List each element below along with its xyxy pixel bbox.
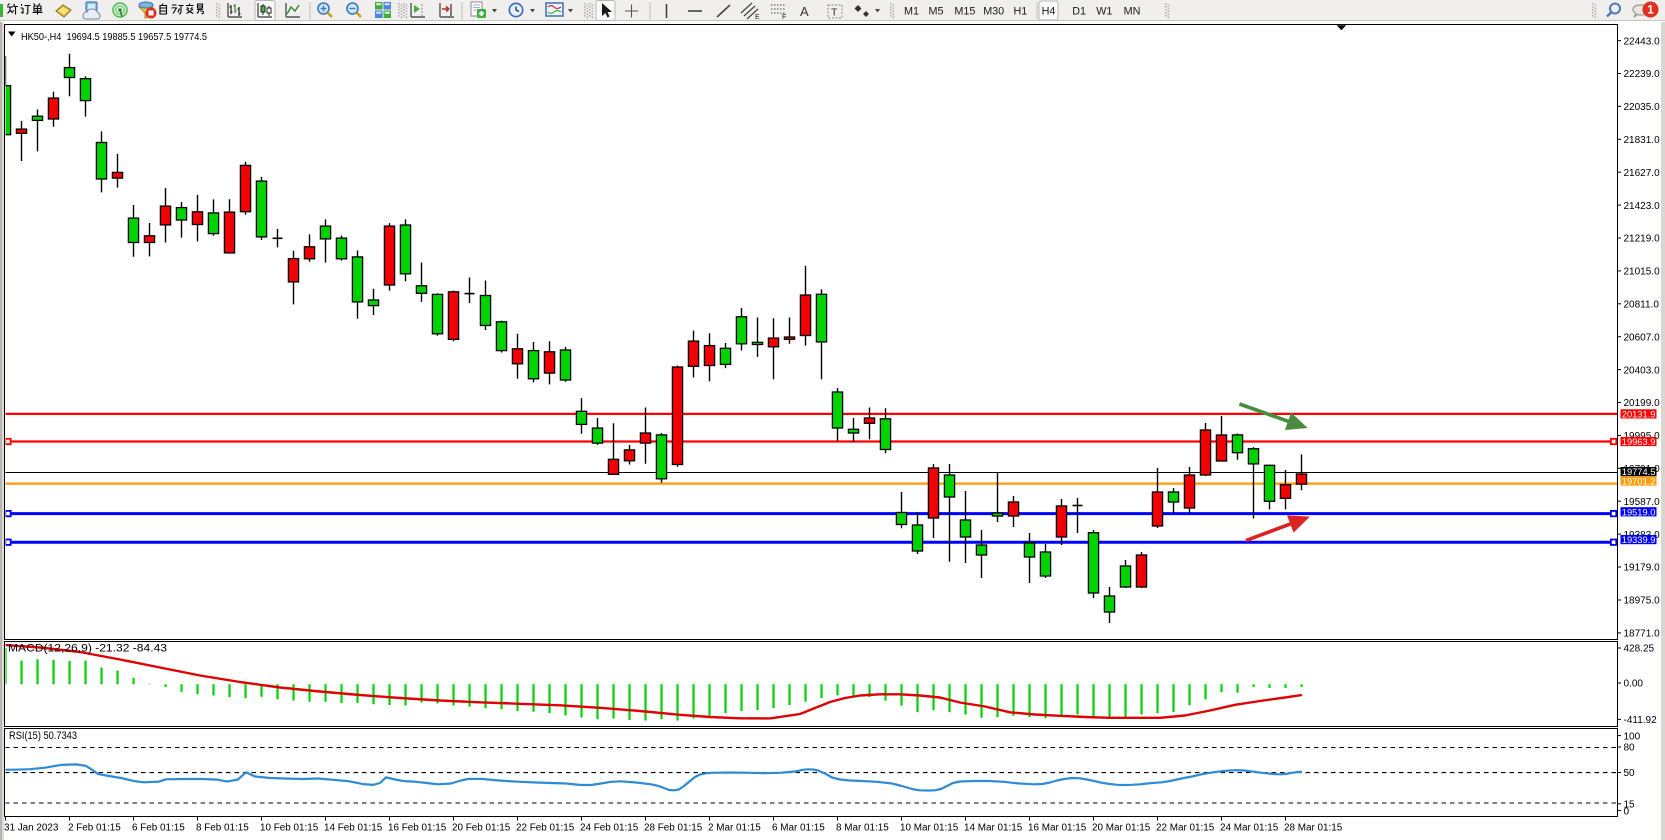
- svg-text:24 Feb 01:15: 24 Feb 01:15: [580, 823, 639, 834]
- svg-text:20811.0: 20811.0: [1624, 300, 1660, 311]
- svg-text:HK50-,H4 19694.5 19885.5 1965: HK50-,H4 19694.5 19885.5 19657.5 19774.5: [21, 32, 207, 43]
- svg-text:T: T: [831, 7, 838, 19]
- svg-text:50: 50: [1624, 768, 1636, 779]
- svg-text:-411.92: -411.92: [1624, 715, 1658, 726]
- svg-text:8 Mar 01:15: 8 Mar 01:15: [836, 823, 889, 834]
- svg-text:E: E: [755, 14, 760, 21]
- svg-text:16 Mar 01:15: 16 Mar 01:15: [1028, 823, 1087, 834]
- svg-text:19995.0: 19995.0: [1624, 431, 1661, 442]
- svg-text:2 Feb 01:15: 2 Feb 01:15: [68, 823, 121, 834]
- svg-text:22 Mar 01:15: 22 Mar 01:15: [1156, 823, 1215, 834]
- svg-text:M15: M15: [954, 6, 975, 18]
- svg-text:20 Mar 01:15: 20 Mar 01:15: [1092, 823, 1151, 834]
- svg-text:20199.0: 20199.0: [1624, 398, 1661, 409]
- svg-text:2 Mar 01:15: 2 Mar 01:15: [708, 823, 761, 834]
- svg-text:19339.9: 19339.9: [1622, 535, 1656, 545]
- svg-text:21831.0: 21831.0: [1624, 135, 1661, 146]
- svg-text:20607.0: 20607.0: [1624, 332, 1661, 343]
- svg-text:MACD(12,26,9) -21.32 -84.43: MACD(12,26,9) -21.32 -84.43: [8, 643, 167, 655]
- svg-text:19701.2: 19701.2: [1622, 477, 1656, 487]
- svg-text:19963.9: 19963.9: [1622, 437, 1656, 447]
- svg-text:20403.0: 20403.0: [1624, 365, 1661, 376]
- svg-text:H1: H1: [1013, 6, 1027, 18]
- svg-text:24 Mar 01:15: 24 Mar 01:15: [1220, 823, 1279, 834]
- svg-text:19179.0: 19179.0: [1624, 563, 1661, 574]
- svg-text:22 Feb 01:15: 22 Feb 01:15: [516, 823, 575, 834]
- svg-text:D1: D1: [1072, 6, 1086, 18]
- svg-text:18771.0: 18771.0: [1624, 629, 1661, 640]
- svg-text:MN: MN: [1124, 6, 1141, 18]
- svg-text:19519.0: 19519.0: [1622, 507, 1656, 517]
- svg-text:0: 0: [1624, 806, 1630, 817]
- svg-text:80: 80: [1624, 743, 1636, 754]
- svg-text:16 Feb 01:15: 16 Feb 01:15: [388, 823, 447, 834]
- svg-text:14 Mar 01:15: 14 Mar 01:15: [964, 823, 1023, 834]
- svg-text:19774.5: 19774.5: [1622, 467, 1656, 477]
- svg-text:18975.0: 18975.0: [1624, 596, 1661, 607]
- svg-text:21015.0: 21015.0: [1624, 267, 1661, 278]
- svg-text:6 Mar 01:15: 6 Mar 01:15: [772, 823, 825, 834]
- svg-text:20 Feb 01:15: 20 Feb 01:15: [452, 823, 511, 834]
- svg-text:M30: M30: [983, 6, 1004, 18]
- svg-text:28 Feb 01:15: 28 Feb 01:15: [644, 823, 703, 834]
- svg-text:21219.0: 21219.0: [1624, 234, 1661, 245]
- svg-text:22035.0: 22035.0: [1624, 102, 1661, 113]
- svg-text:21423.0: 21423.0: [1624, 201, 1661, 212]
- svg-text:428.25: 428.25: [1624, 644, 1655, 655]
- svg-text:0.00: 0.00: [1624, 679, 1644, 690]
- svg-text:RSI(15) 50.7343: RSI(15) 50.7343: [9, 730, 77, 742]
- svg-text:28 Mar 01:15: 28 Mar 01:15: [1284, 823, 1343, 834]
- svg-text:31 Jan 2023: 31 Jan 2023: [4, 823, 59, 834]
- svg-text:W1: W1: [1096, 6, 1112, 18]
- svg-text:15: 15: [1624, 800, 1636, 811]
- svg-text:22443.0: 22443.0: [1624, 36, 1661, 47]
- svg-text:M1: M1: [904, 6, 919, 18]
- svg-text:1: 1: [1647, 5, 1654, 17]
- svg-text:100: 100: [1624, 731, 1641, 742]
- svg-text:6 Feb 01:15: 6 Feb 01:15: [132, 823, 185, 834]
- svg-text:20131.9: 20131.9: [1622, 409, 1656, 419]
- svg-text:H4: H4: [1042, 6, 1056, 18]
- svg-text:19587.0: 19587.0: [1624, 497, 1661, 508]
- svg-text:M5: M5: [929, 6, 944, 18]
- svg-text:21627.0: 21627.0: [1624, 168, 1661, 179]
- svg-text:10 Feb 01:15: 10 Feb 01:15: [260, 823, 319, 834]
- svg-text:22239.0: 22239.0: [1624, 69, 1661, 80]
- svg-text:F: F: [782, 14, 786, 21]
- svg-text:10 Mar 01:15: 10 Mar 01:15: [900, 823, 959, 834]
- svg-text:A: A: [800, 4, 809, 19]
- svg-text:8 Feb 01:15: 8 Feb 01:15: [196, 823, 249, 834]
- svg-text:14 Feb 01:15: 14 Feb 01:15: [324, 823, 383, 834]
